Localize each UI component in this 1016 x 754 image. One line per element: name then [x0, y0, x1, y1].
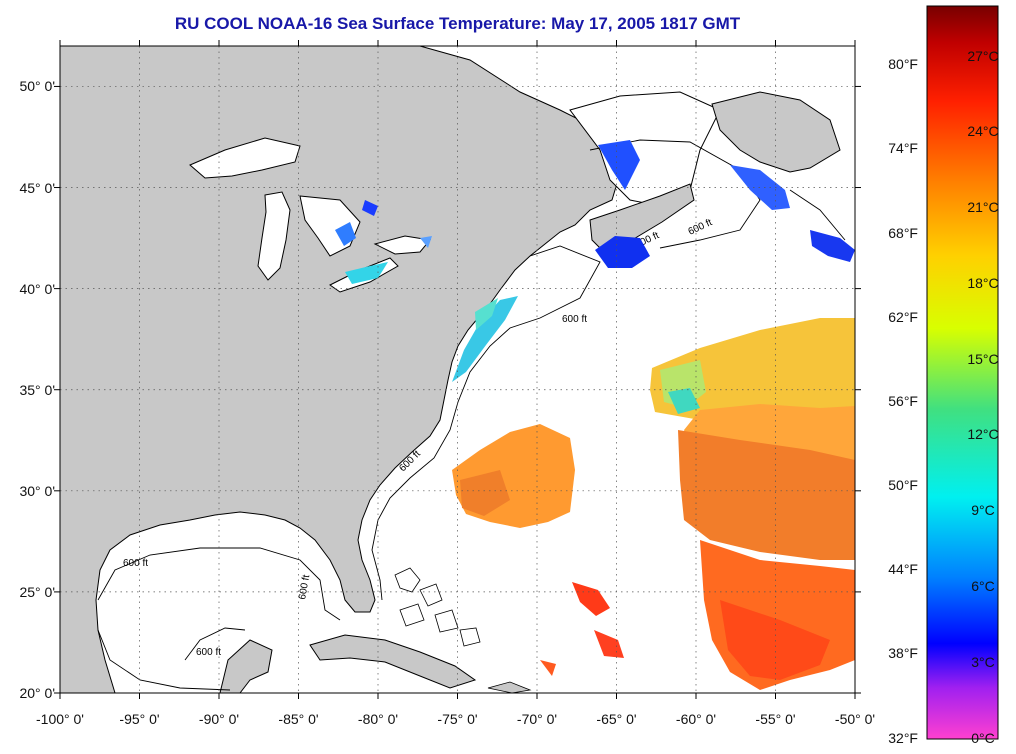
lake-ontario [373, 235, 431, 255]
latitude-label: 25° 0' [19, 583, 55, 600]
north-america-land [60, 46, 619, 693]
longitude-label: -90° 0' [198, 711, 240, 727]
axis-ticks [54, 40, 861, 699]
colorbar [926, 5, 999, 740]
lake-superior [189, 137, 301, 179]
map-title: RU COOL NOAA-16 Sea Surface Temperature:… [174, 14, 741, 33]
hispaniola [487, 681, 532, 693]
longitude-label: -65° 0' [596, 711, 637, 727]
contour-label: 600 ft [562, 314, 587, 325]
f-label: 74°F [888, 140, 918, 156]
longitude-label: -70° 0' [516, 711, 558, 727]
longitude-label: -95° 0' [119, 711, 160, 727]
c-label: 18°C [967, 275, 999, 291]
c-label: 21°C [967, 199, 999, 215]
longitude-label: -50° 0' [834, 711, 876, 727]
longitude-label: -85° 0' [278, 711, 319, 727]
contour-label: 600 ft [196, 647, 221, 658]
latitude-label: 40° 0' [19, 280, 55, 297]
f-label: 68°F [888, 225, 918, 241]
latitude-label: 20° 0' [19, 685, 55, 701]
f-label: 50°F [888, 477, 918, 493]
sst-data [335, 140, 855, 690]
c-label: 12°C [967, 426, 999, 442]
latitude-label: 35° 0' [19, 381, 55, 398]
f-label: 62°F [888, 309, 918, 325]
c-label: 24°C [967, 123, 999, 139]
c-label: 6°C [971, 578, 995, 594]
yucatan [219, 639, 273, 693]
latitude-label: 45° 0' [19, 179, 55, 196]
longitude-label: -80° 0' [357, 711, 399, 727]
longitude-label: -55° 0' [755, 711, 796, 727]
f-label: 80°F [888, 56, 918, 72]
lake-michigan [257, 191, 291, 281]
depth-contours [97, 139, 846, 691]
c-label: 15°C [967, 351, 999, 367]
c-label: 3°C [971, 654, 995, 670]
longitude-label: -100° 0' [36, 711, 84, 727]
nova-scotia [589, 183, 695, 253]
f-label: 44°F [888, 561, 918, 577]
latitude-label: 30° 0' [19, 482, 55, 499]
c-label: 9°C [971, 502, 995, 518]
c-label: 0°C [971, 730, 995, 746]
cuba [309, 634, 477, 689]
f-label: 38°F [888, 645, 918, 661]
graticule [60, 46, 855, 693]
f-label: 32°F [888, 730, 918, 746]
bahamas-islands [394, 567, 481, 647]
newfoundland [711, 91, 841, 173]
latitude-label: 50° 0' [19, 78, 55, 95]
longitude-label: -75° 0' [437, 711, 478, 727]
longitude-label: -60° 0' [675, 711, 717, 727]
contour-label: 600 ft [123, 558, 148, 569]
c-label: 27°C [967, 48, 999, 64]
contour-label: 600 ft [297, 574, 312, 601]
f-label: 56°F [888, 393, 918, 409]
